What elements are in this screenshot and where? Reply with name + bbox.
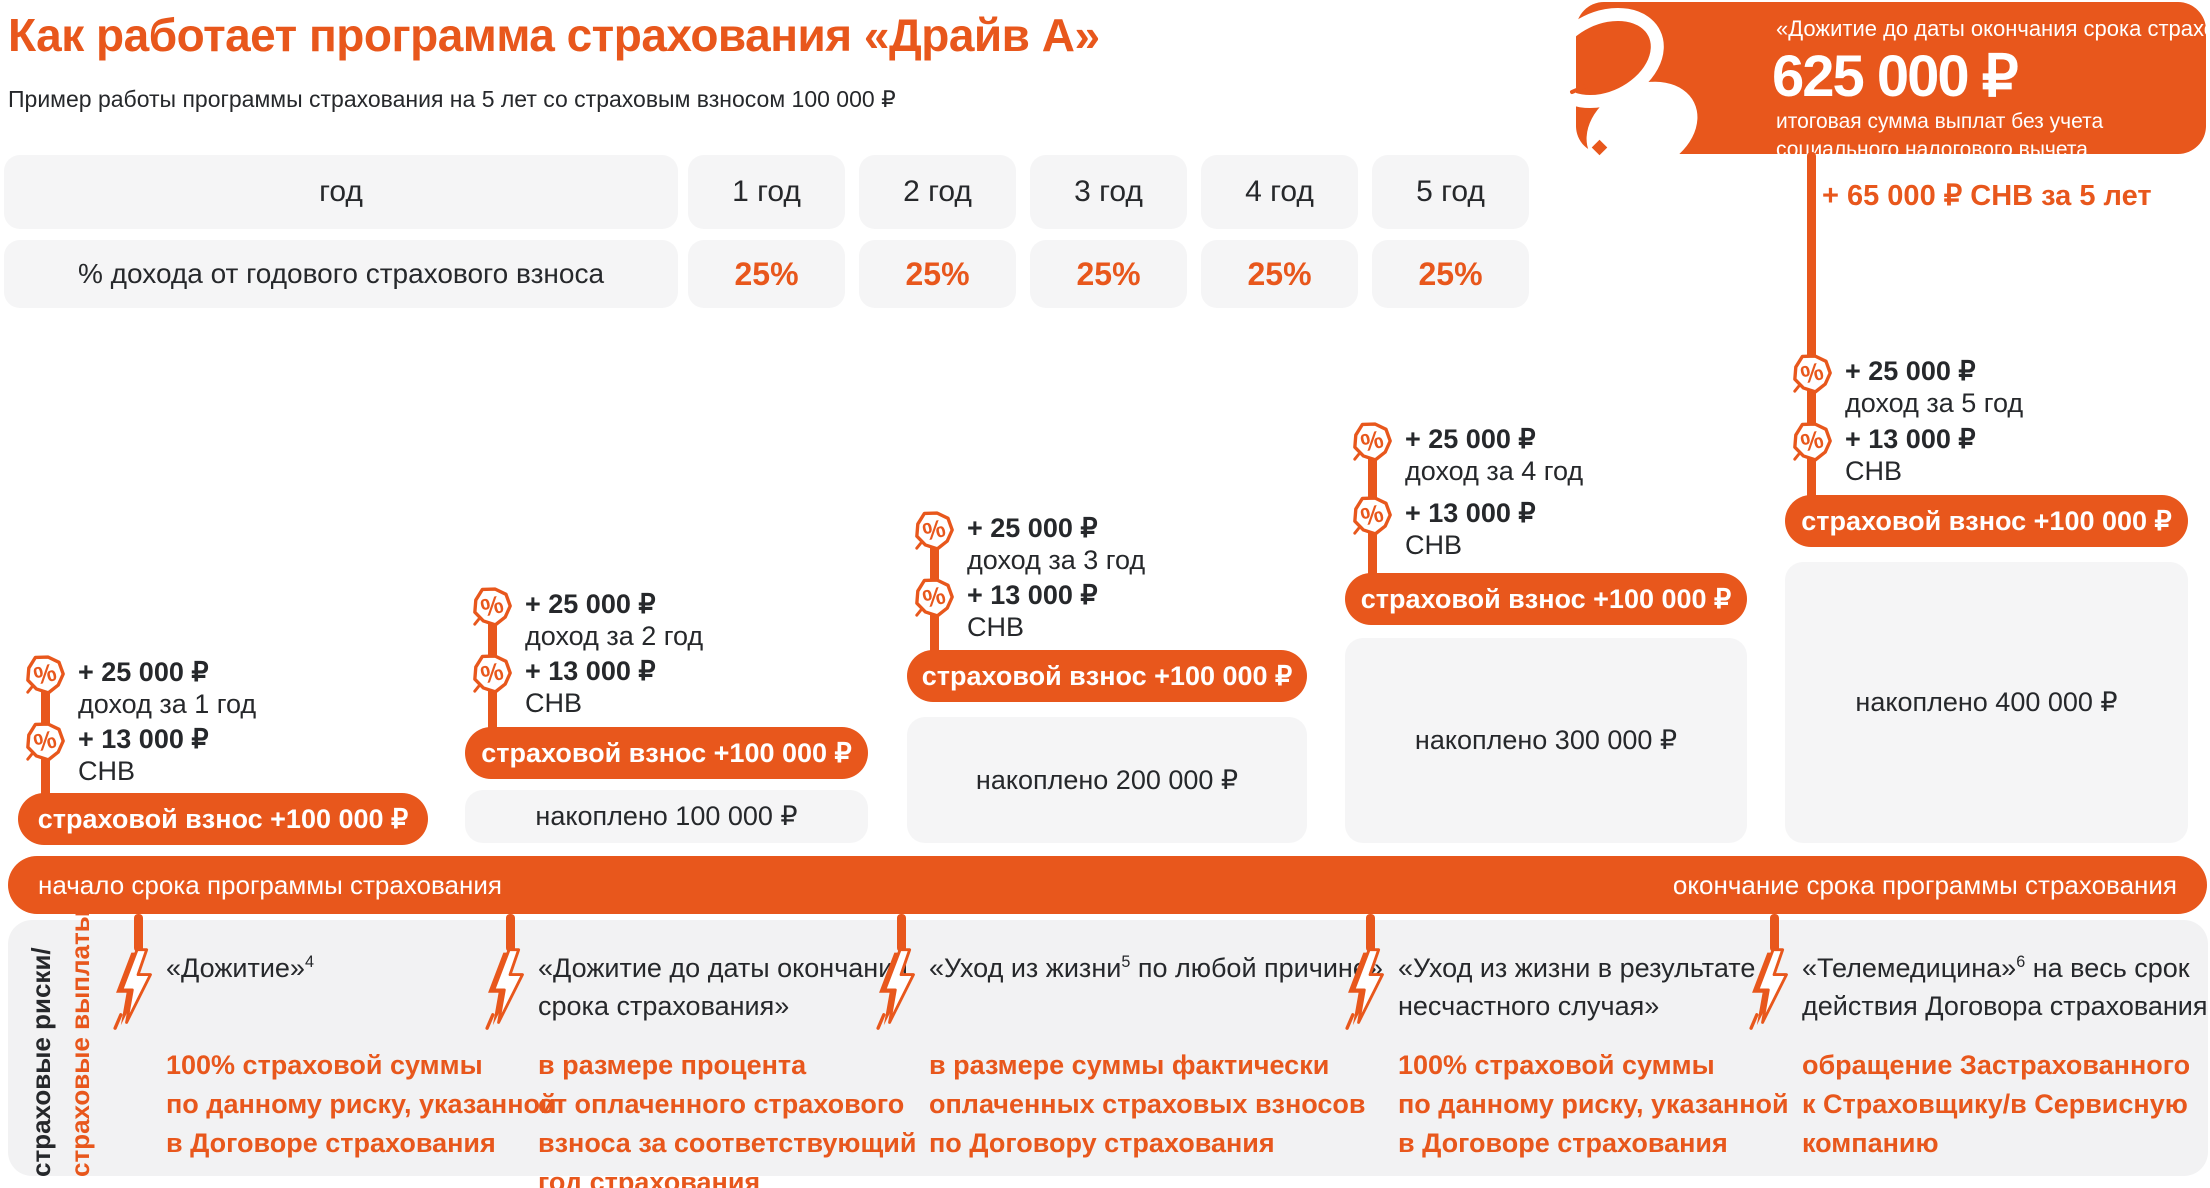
risk5-payout: обращение Застрахованного к Страховщику/…	[1802, 1050, 2191, 1159]
income-pct-year5: 25%	[1372, 240, 1529, 308]
year-1-cell: 1 год	[688, 155, 845, 229]
risk4-title: «Уход из жизни в результате несчастного …	[1398, 953, 1756, 1021]
income-pct-year1: 25%	[688, 240, 845, 308]
risk4-connector-line	[1366, 914, 1375, 952]
risk2-connector-line	[506, 914, 515, 952]
year4-income-label: доход за 4 год	[1405, 456, 1584, 486]
income-pct-year4: 25%	[1201, 240, 1358, 308]
snv-total-note: + 65 000 ₽ СНВ за 5 лет	[1822, 180, 2152, 212]
percent-coin-icon	[1789, 418, 1835, 464]
year1-income-amount: + 25 000 ₽	[78, 657, 209, 687]
income-pct-year3: 25%	[1030, 240, 1187, 308]
year5-connector-line	[1807, 152, 1816, 500]
footnote-6: 6	[2016, 953, 2026, 971]
risk1-connector-line	[134, 914, 143, 952]
page-subtitle: Пример работы программы страхования на 5…	[8, 86, 896, 112]
footnote-4: 4	[304, 953, 314, 971]
risk1-payout: 100% страховой суммы по данному риску, у…	[166, 1050, 557, 1159]
timeline-bar: начало срока программы страхования оконч…	[8, 856, 2207, 914]
risk2-title: «Дожитие до даты окончания срока страхов…	[538, 953, 908, 1021]
axis-payouts-text: страховые выплаты	[65, 910, 95, 1177]
footnote-5: 5	[1121, 953, 1131, 971]
year4-income-amount: + 25 000 ₽	[1405, 424, 1536, 454]
percent-coin-icon	[911, 507, 957, 553]
year3-snv-label: СНВ	[967, 612, 1025, 642]
year1-premium-pill: страховой взнос +100 000 ₽	[18, 793, 428, 845]
year3-snv-amount: + 13 000 ₽	[967, 580, 1098, 610]
year5-premium-pill: страховой взнос +100 000 ₽	[1785, 495, 2188, 547]
percent-coin-icon	[1349, 418, 1395, 464]
year-3-cell: 3 год	[1030, 155, 1187, 229]
year4-snv-amount: + 13 000 ₽	[1405, 498, 1536, 528]
year5-income-label: доход за 5 год	[1845, 388, 2024, 418]
percent-coin-icon	[1789, 350, 1835, 396]
badge-total-amount: 625 000 ₽	[1772, 44, 2019, 109]
year2-accumulated-box: накоплено 100 000 ₽	[465, 790, 868, 843]
percent-coin-icon	[1349, 492, 1395, 538]
year1-income-label: доход за 1 год	[78, 689, 257, 719]
year4-snv-label: СНВ	[1405, 530, 1463, 560]
year-5-cell: 5 год	[1372, 155, 1529, 229]
risks-panel	[8, 920, 2208, 1176]
risk5-connector-line	[1770, 914, 1779, 952]
year3-accumulated-box: накоплено 200 000 ₽	[907, 717, 1307, 843]
year2-premium-pill: страховой взнос +100 000 ₽	[465, 727, 868, 779]
percent-coin-icon	[22, 718, 68, 764]
year3-premium-pill: страховой взнос +100 000 ₽	[907, 650, 1307, 702]
percent-coin-icon	[911, 574, 957, 620]
income-header-cell: % дохода от годового страхового взноса	[4, 240, 678, 308]
income-pct-year2: 25%	[859, 240, 1016, 308]
lightning-icon	[1344, 944, 1398, 1032]
lightning-icon	[1748, 944, 1802, 1032]
risk4-payout: 100% страховой суммы по данному риску, у…	[1398, 1050, 1789, 1159]
lightning-icon	[112, 944, 166, 1032]
year1-snv-label: СНВ	[78, 756, 136, 786]
year5-income-amount: + 25 000 ₽	[1845, 356, 1976, 386]
percent-coin-icon	[22, 651, 68, 697]
risk5-title: «Телемедицина»6 на весь срок действия До…	[1802, 953, 2208, 1021]
year2-snv-amount: + 13 000 ₽	[525, 656, 656, 686]
year-2-cell: 2 год	[859, 155, 1016, 229]
page-title: Как работает программа страхования «Драй…	[8, 9, 1100, 61]
year2-income-label: доход за 2 год	[525, 621, 704, 651]
year4-accumulated-box: накоплено 300 000 ₽	[1345, 638, 1747, 843]
year3-income-amount: + 25 000 ₽	[967, 513, 1098, 543]
risk2-payout: в размере процента от оплаченного страхо…	[538, 1050, 917, 1188]
year2-income-amount: + 25 000 ₽	[525, 589, 656, 619]
year3-income-label: доход за 3 год	[967, 545, 1146, 575]
year5-accumulated-box: накоплено 400 000 ₽	[1785, 562, 2188, 843]
axis-risks-text: страховые риски/	[26, 947, 56, 1177]
badge-note: итоговая сумма выплат без учета социальн…	[1776, 110, 2104, 162]
lightning-icon	[484, 944, 538, 1032]
timeline-start-label: начало срока программы страхования	[38, 869, 502, 900]
percent-coin-icon	[469, 583, 515, 629]
year2-snv-label: СНВ	[525, 688, 583, 718]
percent-coin-icon	[469, 650, 515, 696]
risks-axis-label: страховые риски/ страховые выплаты	[26, 910, 96, 1177]
year5-snv-label: СНВ	[1845, 456, 1903, 486]
lightning-icon	[875, 944, 929, 1032]
risk3-payout: в размере суммы фактически оплаченных ст…	[929, 1050, 1366, 1159]
coins-icon	[1542, 4, 1722, 190]
year-header-cell: год	[4, 155, 678, 229]
risk3-title: «Уход из жизни5 по любой причине»	[929, 953, 1383, 983]
year4-premium-pill: страховой взнос +100 000 ₽	[1345, 573, 1747, 625]
badge-risk-label: «Дожитие до даты окончания срока страхов…	[1776, 16, 2210, 41]
year5-snv-amount: + 13 000 ₽	[1845, 424, 1976, 454]
year-4-cell: 4 год	[1201, 155, 1358, 229]
timeline-end-label: окончание срока программы страхования	[1672, 869, 2177, 900]
risk1-title: «Дожитие»4	[166, 953, 314, 983]
risk3-connector-line	[897, 914, 906, 952]
year1-snv-amount: + 13 000 ₽	[78, 724, 209, 754]
